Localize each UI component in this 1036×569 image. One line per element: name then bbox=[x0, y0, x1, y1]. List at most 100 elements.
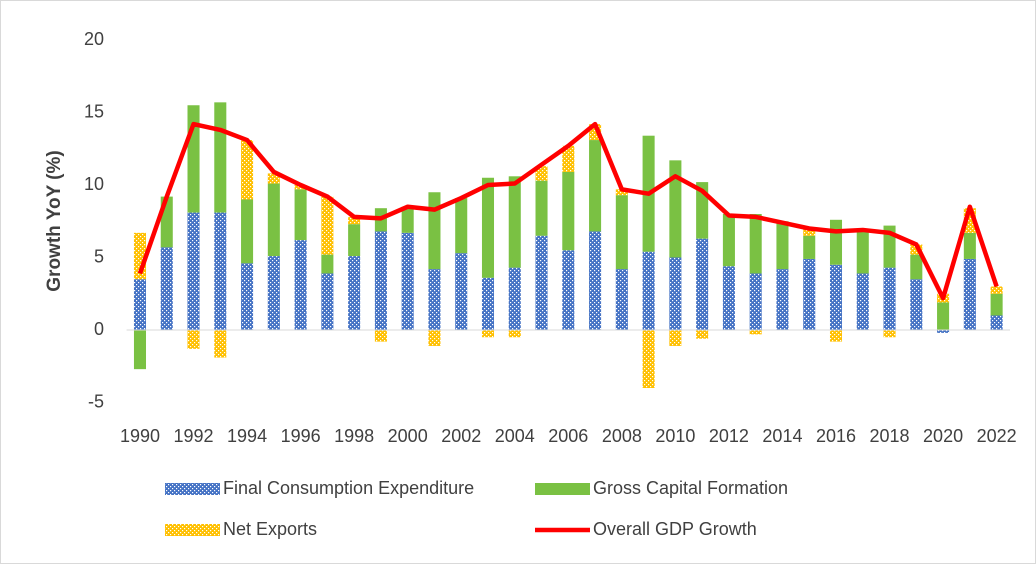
bar-segment bbox=[696, 330, 709, 339]
bar-segment bbox=[589, 140, 602, 232]
bar-segment bbox=[428, 269, 441, 330]
bar-segment bbox=[803, 258, 816, 330]
bar-segment bbox=[829, 330, 843, 342]
x-tick-label: 2008 bbox=[602, 426, 642, 446]
bar-segment bbox=[722, 214, 735, 267]
bar-segment bbox=[856, 231, 869, 274]
bar-segment bbox=[883, 330, 896, 338]
bar-segment bbox=[562, 145, 575, 172]
legend-label: Net Exports bbox=[223, 519, 317, 539]
x-tick-label: 2018 bbox=[870, 426, 910, 446]
bar-segment bbox=[990, 315, 1003, 330]
bar-segment bbox=[374, 231, 387, 330]
x-tick-label: 2006 bbox=[548, 426, 588, 446]
bar-segment bbox=[133, 279, 147, 330]
x-tick-label: 2014 bbox=[762, 426, 802, 446]
bar-segment bbox=[187, 105, 200, 213]
bar-segment bbox=[910, 244, 923, 255]
line-series bbox=[137, 121, 999, 301]
x-tick-label: 2004 bbox=[495, 426, 535, 446]
bar-segment bbox=[749, 214, 762, 274]
y-tick-label: 10 bbox=[84, 174, 104, 194]
bar-segment bbox=[937, 302, 950, 330]
bar-segment bbox=[562, 250, 575, 330]
x-tick-label: 1992 bbox=[174, 426, 214, 446]
bar-segment bbox=[776, 221, 789, 270]
bar-segment bbox=[803, 227, 816, 236]
bar-segment bbox=[615, 269, 628, 330]
bar-segment bbox=[187, 212, 200, 330]
x-tick-label: 2010 bbox=[655, 426, 695, 446]
bar-segment bbox=[321, 196, 334, 255]
bar-segment bbox=[749, 330, 762, 335]
legend-item: Gross Capital Formation bbox=[535, 478, 788, 498]
bar-segment bbox=[669, 330, 682, 346]
bar-segment bbox=[990, 293, 1003, 316]
bar-segment bbox=[294, 189, 307, 241]
x-tick-label: 1998 bbox=[334, 426, 374, 446]
bar-segment bbox=[455, 198, 468, 254]
bar-segment bbox=[267, 256, 280, 330]
bar-segment bbox=[963, 232, 976, 259]
y-axis-label: Growth YoY (%) bbox=[44, 150, 65, 291]
legend-label: Final Consumption Expenditure bbox=[223, 478, 474, 498]
bar-segment bbox=[829, 264, 843, 330]
x-tick-label: 2022 bbox=[977, 426, 1017, 446]
y-tick-label: -5 bbox=[88, 391, 104, 411]
y-tick-label: 0 bbox=[94, 319, 104, 339]
bar-segment bbox=[803, 235, 816, 259]
bar-segment bbox=[615, 195, 628, 270]
bar-segment bbox=[829, 219, 843, 265]
bar-segment bbox=[401, 232, 414, 330]
bar-segment bbox=[455, 253, 468, 330]
bar-segment bbox=[401, 206, 414, 233]
bar-segment bbox=[508, 330, 521, 338]
bar-segment bbox=[348, 224, 361, 257]
bar-segment bbox=[481, 277, 495, 330]
legend-swatch bbox=[535, 483, 590, 495]
x-tick-label: 2000 bbox=[388, 426, 428, 446]
bar-segment bbox=[241, 263, 254, 330]
bar-segment bbox=[374, 330, 387, 342]
bar-segment bbox=[963, 258, 976, 330]
bar-segment bbox=[776, 269, 789, 330]
bar-segment bbox=[910, 279, 923, 330]
y-tick-label: 20 bbox=[84, 29, 104, 49]
bar-segment bbox=[642, 330, 655, 388]
bar-segment bbox=[294, 240, 307, 330]
bar-segment bbox=[241, 199, 254, 264]
y-tick-label: 15 bbox=[84, 101, 104, 121]
bar-segment bbox=[214, 330, 227, 358]
x-tick-label: 2012 bbox=[709, 426, 749, 446]
bar-segment bbox=[508, 176, 521, 268]
x-tick-label: 2002 bbox=[441, 426, 481, 446]
bar-segment bbox=[428, 192, 441, 270]
bar-segment bbox=[615, 189, 628, 196]
legend-swatch bbox=[165, 524, 220, 536]
bar-segment bbox=[481, 330, 495, 338]
x-tick-label: 1994 bbox=[227, 426, 267, 446]
bar-segment bbox=[696, 238, 709, 330]
x-tick-label: 2016 bbox=[816, 426, 856, 446]
legend-item: Overall GDP Growth bbox=[535, 519, 757, 539]
bar-segment bbox=[535, 180, 548, 236]
legend-label: Gross Capital Formation bbox=[593, 478, 788, 498]
bar-segment bbox=[669, 257, 682, 330]
bar-segment bbox=[481, 177, 495, 278]
x-tick-label: 1990 bbox=[120, 426, 160, 446]
legend-label: Overall GDP Growth bbox=[593, 519, 757, 539]
legend-swatch bbox=[165, 483, 220, 495]
bar-segment bbox=[428, 330, 441, 346]
bar-segment bbox=[856, 273, 869, 330]
bar-segment bbox=[214, 102, 227, 213]
bar-segment bbox=[321, 254, 334, 274]
bar-segment bbox=[589, 231, 602, 330]
bar-segment bbox=[722, 266, 735, 330]
bar-segment bbox=[910, 254, 923, 280]
legend-item: Final Consumption Expenditure bbox=[165, 478, 474, 498]
x-tick-label: 1996 bbox=[281, 426, 321, 446]
bar-segment bbox=[348, 256, 361, 330]
bar-segment bbox=[267, 183, 280, 257]
